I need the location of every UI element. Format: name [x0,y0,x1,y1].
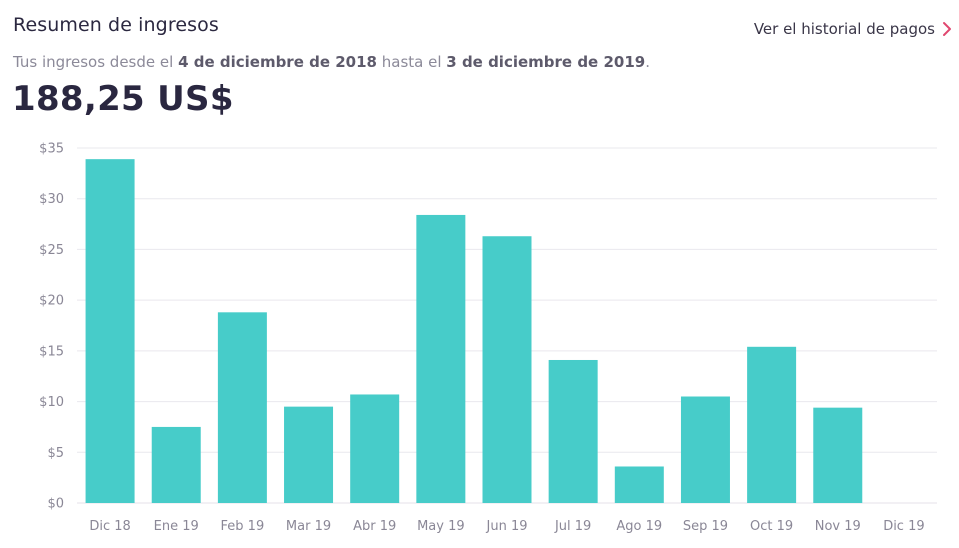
x-axis-ticks: Dic 18 Ene 19 Feb 19 Mar 19 Abr 19 May 19 Jun … [89,519,924,534]
x-tick-label: May 19 [417,519,465,534]
chevron-right-icon [943,22,951,36]
total-income: 188,25 US$ [12,79,234,119]
y-tick-label: $35 [39,142,64,157]
bar-ene-19[interactable] [151,426,201,503]
bar-sep-19[interactable] [680,396,730,504]
bar-ago-19[interactable] [614,466,664,503]
bar-dic-18[interactable] [85,159,135,503]
page-title: Resumen de ingresos [13,14,219,36]
x-tick-label: Abr 19 [353,519,396,534]
payment-history-link[interactable]: Ver el historial de pagos [754,20,955,38]
x-tick-label: Mar 19 [286,519,331,534]
bar-abr-19[interactable] [350,394,400,503]
x-tick-label: Sep 19 [683,519,728,534]
start-date: 4 de diciembre de 2018 [178,53,377,71]
income-period-text: Tus ingresos desde el 4 de diciembre de … [13,53,650,71]
subtitle-middle: hasta el [376,53,447,71]
y-tick-label: $0 [47,497,64,512]
x-tick-label: Ago 19 [616,519,662,534]
y-tick-label: $15 [39,344,64,359]
x-tick-label: Oct 19 [750,519,793,534]
y-tick-label: $30 [39,192,64,207]
bar-mar-19[interactable] [284,406,334,503]
y-tick-label: $10 [39,395,64,410]
bar-jul-19[interactable] [548,359,598,503]
x-tick-label: Nov 19 [815,519,861,534]
y-tick-label: $5 [47,446,64,461]
x-tick-label: Ene 19 [154,519,199,534]
bar-oct-19[interactable] [747,346,797,503]
x-tick-label: Feb 19 [221,519,265,534]
bars [85,159,863,504]
bar-may-19[interactable] [416,214,466,503]
subtitle-prefix: Tus ingresos desde el [13,53,179,71]
bar-jun-19[interactable] [482,236,532,503]
bar-nov-19[interactable] [813,407,863,503]
y-axis-ticks: $0 $5 $10 $15 $20 $25 $30 $35 [39,142,64,512]
x-tick-label: Dic 19 [883,519,924,534]
payment-history-label: Ver el historial de pagos [753,20,935,38]
x-tick-label: Dic 18 [89,519,130,534]
x-tick-label: Jul 19 [554,519,591,534]
x-tick-label: Jun 19 [486,519,528,534]
y-tick-label: $25 [39,243,64,258]
y-tick-label: $20 [39,294,64,309]
subtitle-suffix: . [645,53,650,71]
end-date: 3 de diciembre de 2019 [446,53,646,71]
bar-feb-19[interactable] [217,312,267,503]
